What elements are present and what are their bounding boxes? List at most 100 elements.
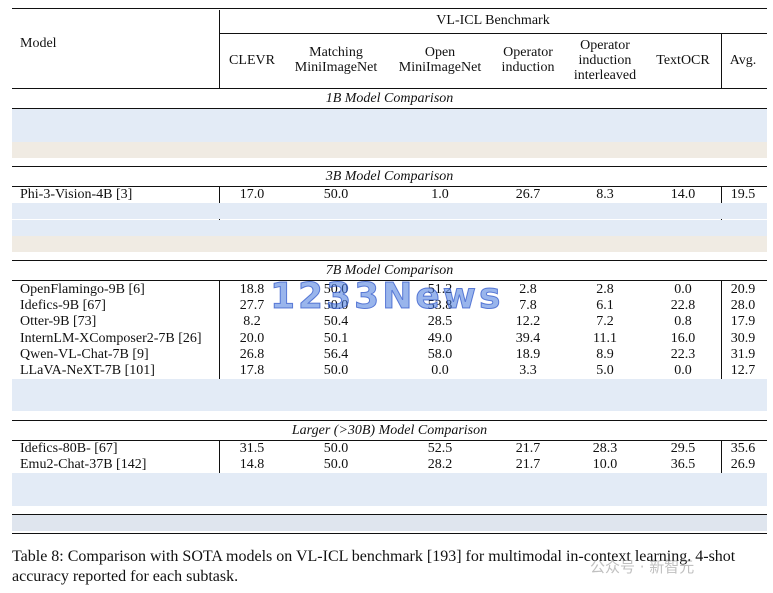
cell: 50.0: [323, 297, 349, 313]
cell: 10.0: [592, 457, 618, 473]
row-shade: [12, 219, 767, 236]
cell: 29.5: [670, 441, 696, 456]
cell: 18.8: [239, 281, 265, 297]
column-header: Matching MiniImageNet: [294, 45, 378, 75]
column-header: CLEVR: [229, 52, 275, 68]
cell: 58.0: [427, 346, 453, 362]
cell: 28.3: [592, 441, 618, 456]
header-rule: [12, 8, 767, 9]
section-title: Larger (>30B) Model Comparison: [291, 422, 488, 438]
section-rule: [12, 419, 767, 421]
cell: 50.0: [323, 457, 349, 473]
section-title: 1B Model Comparison: [325, 91, 454, 106]
column-header: Operator induction interleaved: [573, 37, 637, 83]
header-divider: [721, 34, 722, 88]
section-rule: [12, 439, 767, 441]
column-header: Open MiniImageNet: [398, 45, 482, 75]
cell: 17.0: [239, 187, 265, 203]
cell: 52.5: [427, 441, 453, 456]
section-rule: [12, 513, 767, 515]
cell: 27.7: [239, 297, 265, 313]
cell: 50.0: [323, 363, 349, 379]
cell: 1.0: [431, 187, 449, 203]
section-rule: [12, 165, 767, 167]
cell: 2.8: [519, 281, 537, 297]
row-shade: [12, 203, 767, 220]
section-rule: [12, 185, 767, 187]
watermark-corner: 公众号 · 新智元: [590, 558, 695, 576]
cell: 19.5: [730, 187, 756, 203]
model-name: Qwen-VL-Chat-7B [9]: [20, 346, 149, 362]
cell: 20.0: [239, 330, 265, 346]
cell: 11.1: [593, 330, 617, 346]
cell: 16.0: [670, 330, 696, 346]
section-title: 7B Model Comparison: [325, 263, 454, 279]
cell: 30.9: [730, 330, 756, 346]
group-header: VL-ICL Benchmark: [436, 13, 550, 28]
cell: 17.9: [730, 314, 756, 330]
cell: 0.8: [674, 314, 692, 330]
cell: 26.9: [730, 457, 756, 473]
row-shade: [12, 514, 767, 531]
model-name: OpenFlamingo-9B [6]: [20, 281, 145, 297]
model-name: Idefics-9B [67]: [20, 297, 106, 313]
cell: 50.4: [323, 314, 349, 330]
row-shade: [12, 395, 767, 412]
cell: 50.0: [323, 441, 349, 456]
model-name: LLaVA-NeXT-7B [101]: [20, 363, 155, 379]
row-shade: [12, 235, 767, 253]
section-title: 3B Model Comparison: [325, 168, 454, 184]
cell: 7.2: [596, 314, 614, 330]
cell: 31.9: [730, 346, 756, 362]
cell: 2.8: [596, 281, 614, 297]
cell: 28.2: [427, 457, 453, 473]
column-divider: [219, 281, 220, 412]
cell: 31.5: [239, 441, 265, 456]
header-divider: [219, 10, 220, 88]
cell: 3.3: [519, 363, 537, 379]
cell: 28.0: [730, 297, 756, 313]
cell: 12.2: [515, 314, 541, 330]
column-divider: [721, 281, 722, 412]
cell: 26.7: [515, 187, 541, 203]
cell: 0.0: [674, 281, 692, 297]
cell: 8.3: [596, 187, 614, 203]
cell: 22.3: [670, 346, 696, 362]
cell: 35.6: [730, 441, 756, 456]
cell: 39.4: [515, 330, 541, 346]
cell: 50.1: [323, 330, 349, 346]
column-header: Avg.: [729, 52, 757, 68]
column-divider: [721, 186, 722, 253]
cell: 21.7: [515, 457, 541, 473]
watermark: 1233News: [269, 276, 504, 318]
cell: 0.0: [674, 363, 692, 379]
model-name: Otter-9B [73]: [20, 314, 97, 330]
cell: 5.0: [596, 363, 614, 379]
group-rule: [219, 33, 767, 34]
section-rule: [12, 108, 767, 109]
cell: 7.8: [519, 297, 537, 313]
model-name: Phi-3-Vision-4B [3]: [20, 187, 133, 203]
cell: 22.8: [670, 297, 696, 313]
cell: 14.0: [670, 187, 696, 203]
section-rule: [12, 88, 767, 89]
section-rule: [12, 260, 767, 262]
cell: 0.0: [431, 363, 449, 379]
column-header: Operator induction: [501, 45, 555, 75]
cell: 56.4: [323, 346, 349, 362]
cell: 17.8: [239, 363, 265, 379]
row-shade: [12, 489, 767, 506]
model-name: Idefics-80B- [67]: [20, 441, 118, 456]
row-shade: [12, 109, 767, 126]
cell: 53.8: [427, 297, 453, 313]
row-shade: [12, 378, 767, 396]
bottom-rule: [12, 533, 767, 534]
cell: 20.9: [730, 281, 756, 297]
cell: 36.5: [670, 457, 696, 473]
row-shade: [12, 125, 767, 142]
cell: 26.8: [239, 346, 265, 362]
model-header: Model: [20, 36, 57, 51]
cell: 8.2: [243, 314, 261, 330]
row-shade: [12, 473, 767, 490]
